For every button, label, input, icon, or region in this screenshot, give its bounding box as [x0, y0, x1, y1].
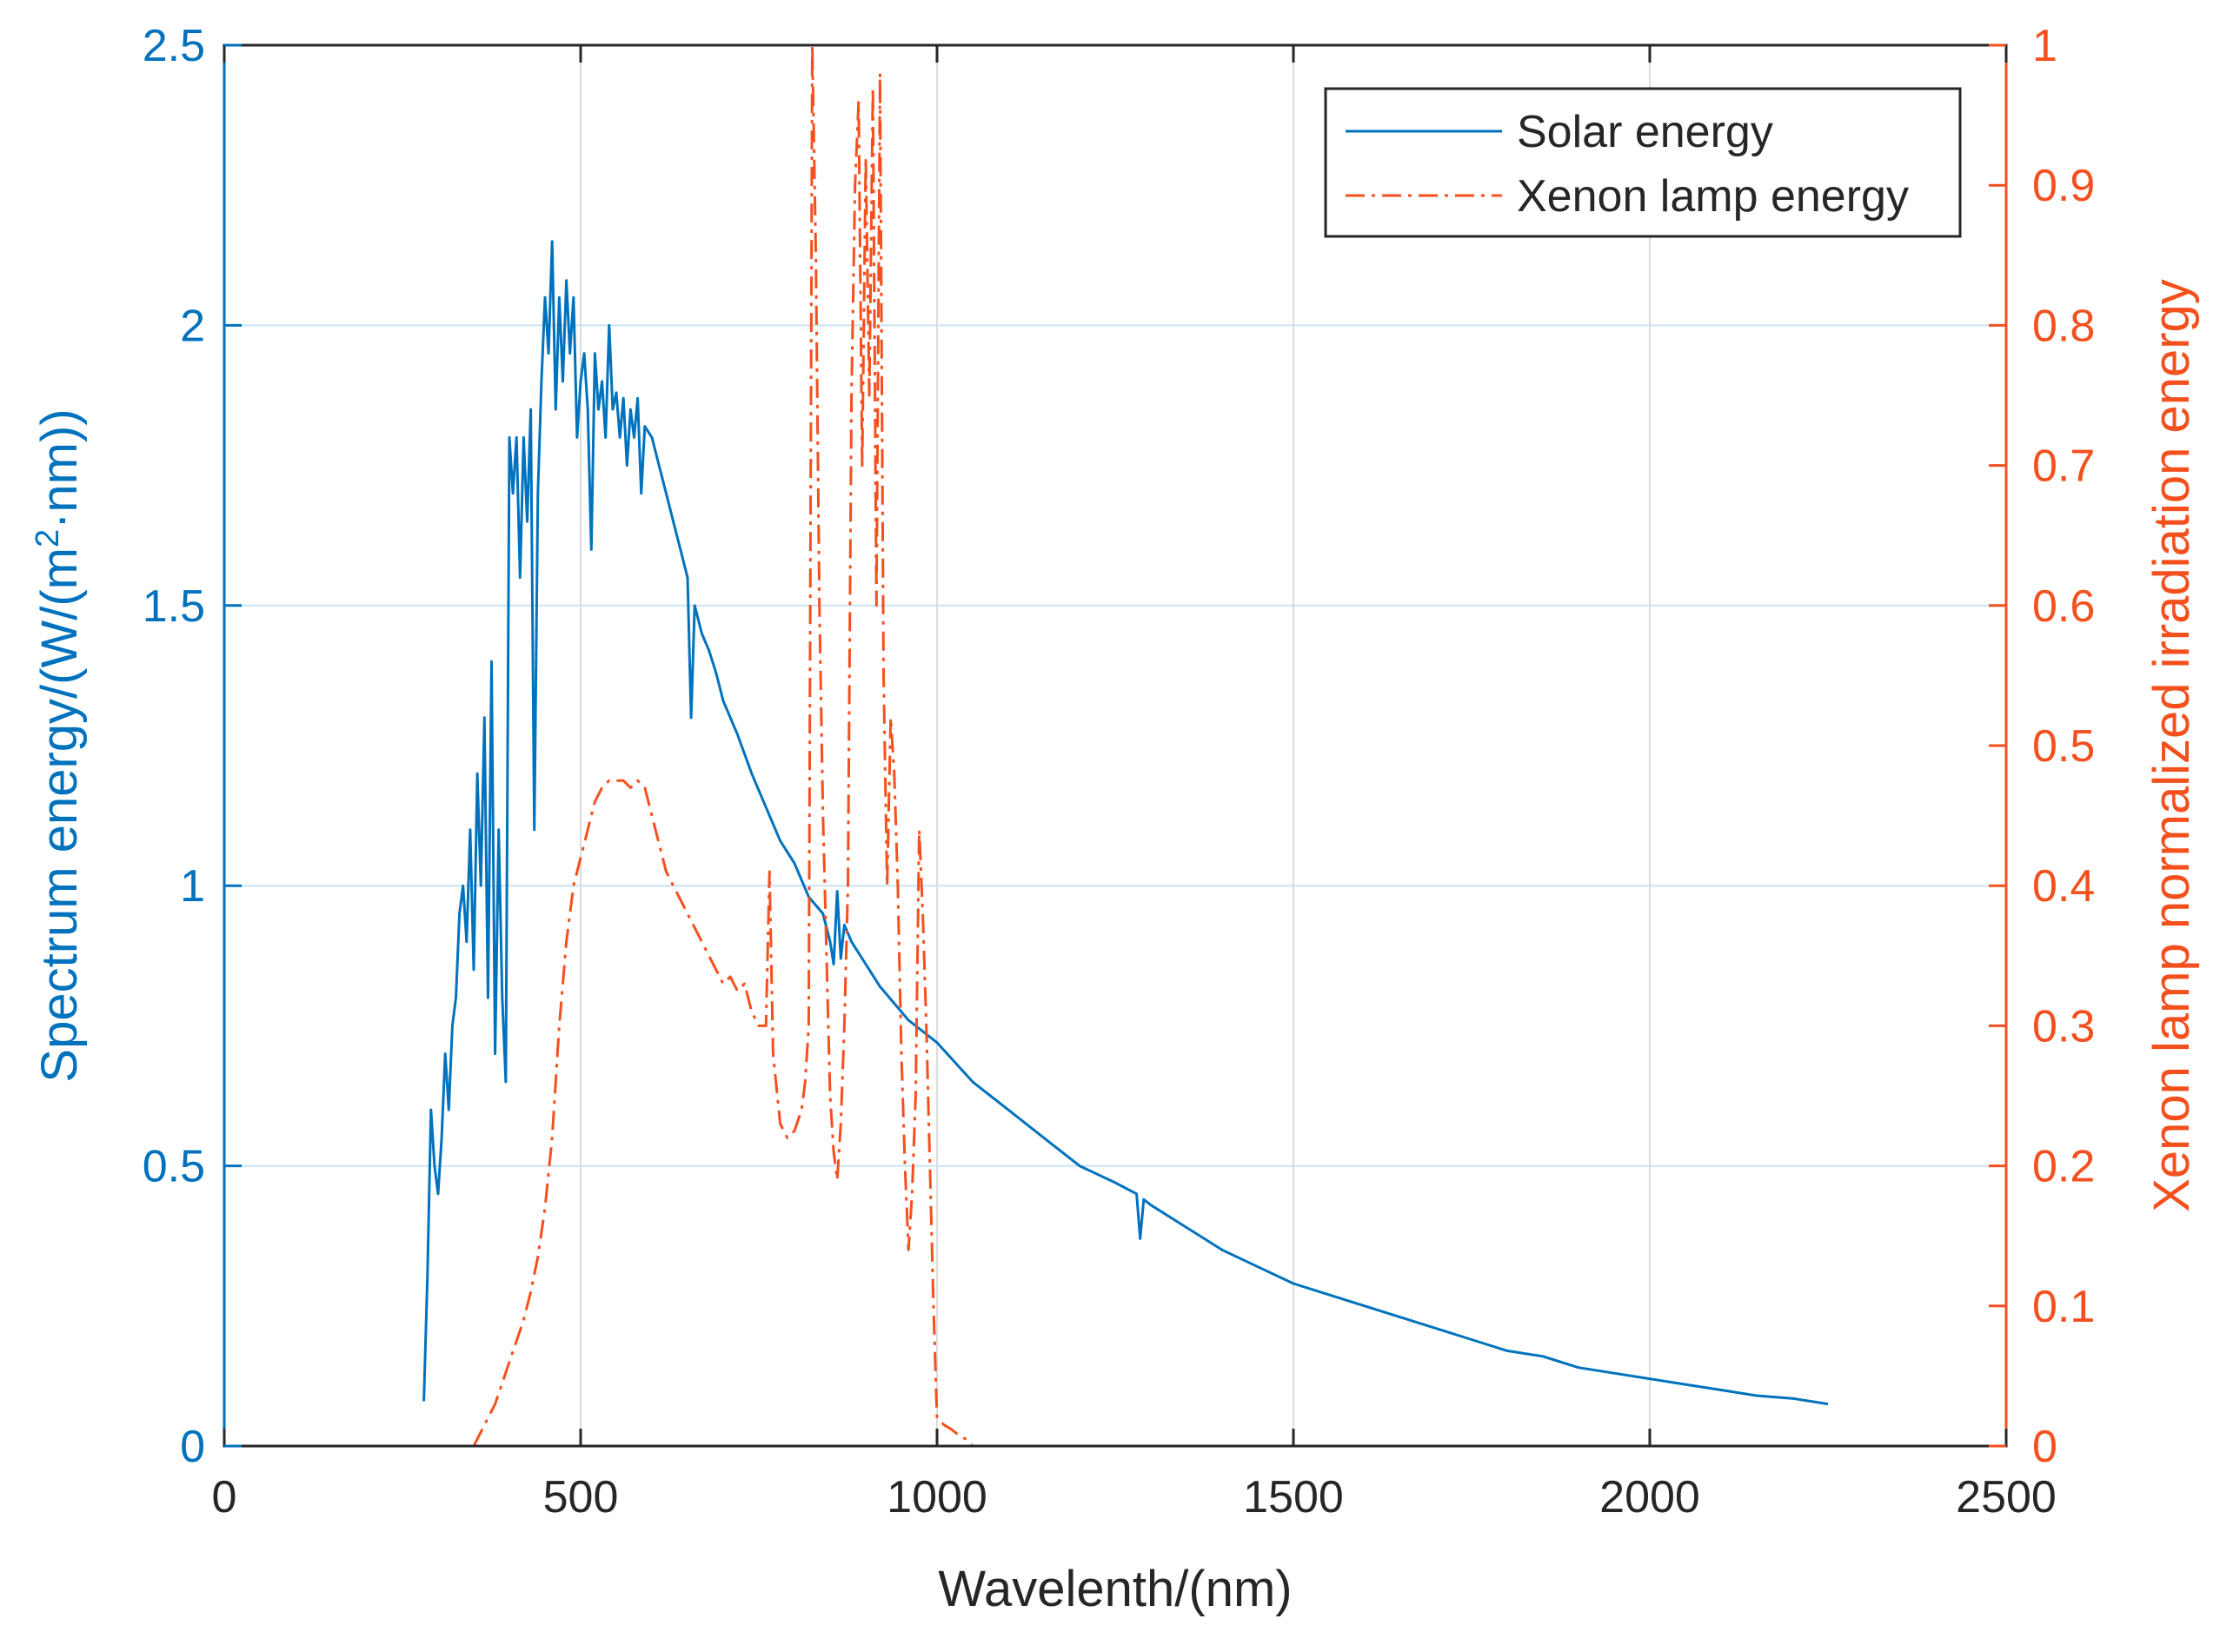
right-y-tick-label: 0.5 [2032, 721, 2095, 772]
legend-solar-label: Solar energy [1517, 107, 1773, 157]
x-tick-label: 1000 [887, 1472, 987, 1523]
legend-box [1324, 87, 1962, 238]
left-y-axis-label-post: ·nm)) [31, 408, 88, 529]
right-y-tick-label: 0.2 [2032, 1142, 2095, 1192]
ticks: 0 500 1000 1500 2000 250000.511.522.500.10.20… [143, 21, 2096, 1523]
left-y-tick-label: 0.5 [143, 1142, 205, 1192]
grid [224, 45, 2006, 1446]
right-y-tick-label: 0.4 [2032, 861, 2095, 912]
x-tick-label: 2500 [1956, 1472, 2057, 1523]
left-y-tick-label: 2.5 [143, 21, 205, 71]
series-line-solar-energy [422, 240, 1829, 1406]
left-y-tick-label: 1 [180, 861, 205, 912]
left-y-tick-label: 2 [180, 301, 205, 351]
series-layer [422, 43, 1829, 1448]
right-y-tick-label: 1 [2032, 21, 2057, 71]
left-y-axis-label: Spectrum energy/(W/(m2·nm)) [30, 408, 88, 1082]
x-tick-label: 500 [543, 1472, 619, 1523]
right-y-axis-label: Xenon lamp normalized irradiation energy [2144, 279, 2200, 1212]
left-y-tick-label: 1.5 [143, 581, 205, 632]
right-y-tick-label: 0.9 [2032, 161, 2095, 211]
x-tick-label: 0 [212, 1472, 237, 1523]
legend-xenon-label: Xenon lamp energy [1517, 171, 1909, 222]
x-axis-label: Wavelenth/(nm) [938, 1561, 1292, 1617]
right-y-tick-label: 0.7 [2032, 441, 2095, 492]
x-tick-label: 1500 [1243, 1472, 1344, 1523]
right-y-tick-label: 0.3 [2032, 1001, 2095, 1052]
left-y-axis-label-sup: 2 [30, 529, 66, 547]
right-y-tick-label: 0.6 [2032, 581, 2095, 632]
right-y-tick-label: 0 [2032, 1422, 2057, 1472]
legend: Solar energy Xenon lamp energy [1324, 87, 1962, 238]
right-y-tick-label: 0.8 [2032, 301, 2095, 351]
left-y-axis-label-pre: Spectrum energy/(W/(m [31, 547, 88, 1083]
series-line-xenon-lamp-energy [472, 43, 974, 1448]
left-y-tick-label: 0 [180, 1422, 205, 1472]
right-y-tick-label: 0.1 [2032, 1282, 2095, 1332]
x-tick-label: 2000 [1599, 1472, 1700, 1523]
